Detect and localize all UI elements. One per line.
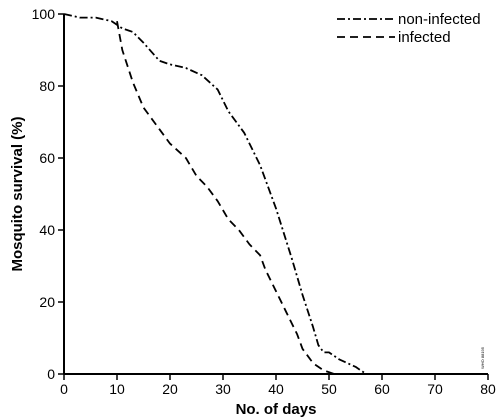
series-line-non-infected [63,13,367,375]
x-tick-label: 80 [480,381,496,397]
plot-area [63,13,367,375]
y-tick-label: 100 [32,6,56,22]
y-tick-label: 0 [47,366,55,382]
x-ticks: 0 10 20 30 40 50 60 70 80 [60,374,496,397]
y-tick-label: 20 [39,294,55,310]
series-line-infected [116,21,351,375]
x-tick-label: 60 [374,381,390,397]
x-tick-label: 70 [427,381,443,397]
y-axis-title: Mosquito survival (%) [9,116,26,271]
figure-code: WHO 88195 [480,346,485,369]
x-axis-title: No. of days [236,401,317,418]
x-tick-label: 30 [215,381,231,397]
legend-label: infected [398,29,451,46]
x-tick-label: 50 [321,381,337,397]
legend-label: non-infected [398,11,481,28]
axes [63,14,488,375]
x-tick-label: 20 [162,381,178,397]
x-tick-label: 10 [109,381,125,397]
y-tick-label: 40 [39,222,55,238]
y-tick-label: 60 [39,150,55,166]
y-ticks: 0 20 40 60 80 100 [32,6,64,382]
x-tick-label: 40 [268,381,284,397]
x-tick-label: 0 [60,381,68,397]
y-tick-label: 80 [39,78,55,94]
